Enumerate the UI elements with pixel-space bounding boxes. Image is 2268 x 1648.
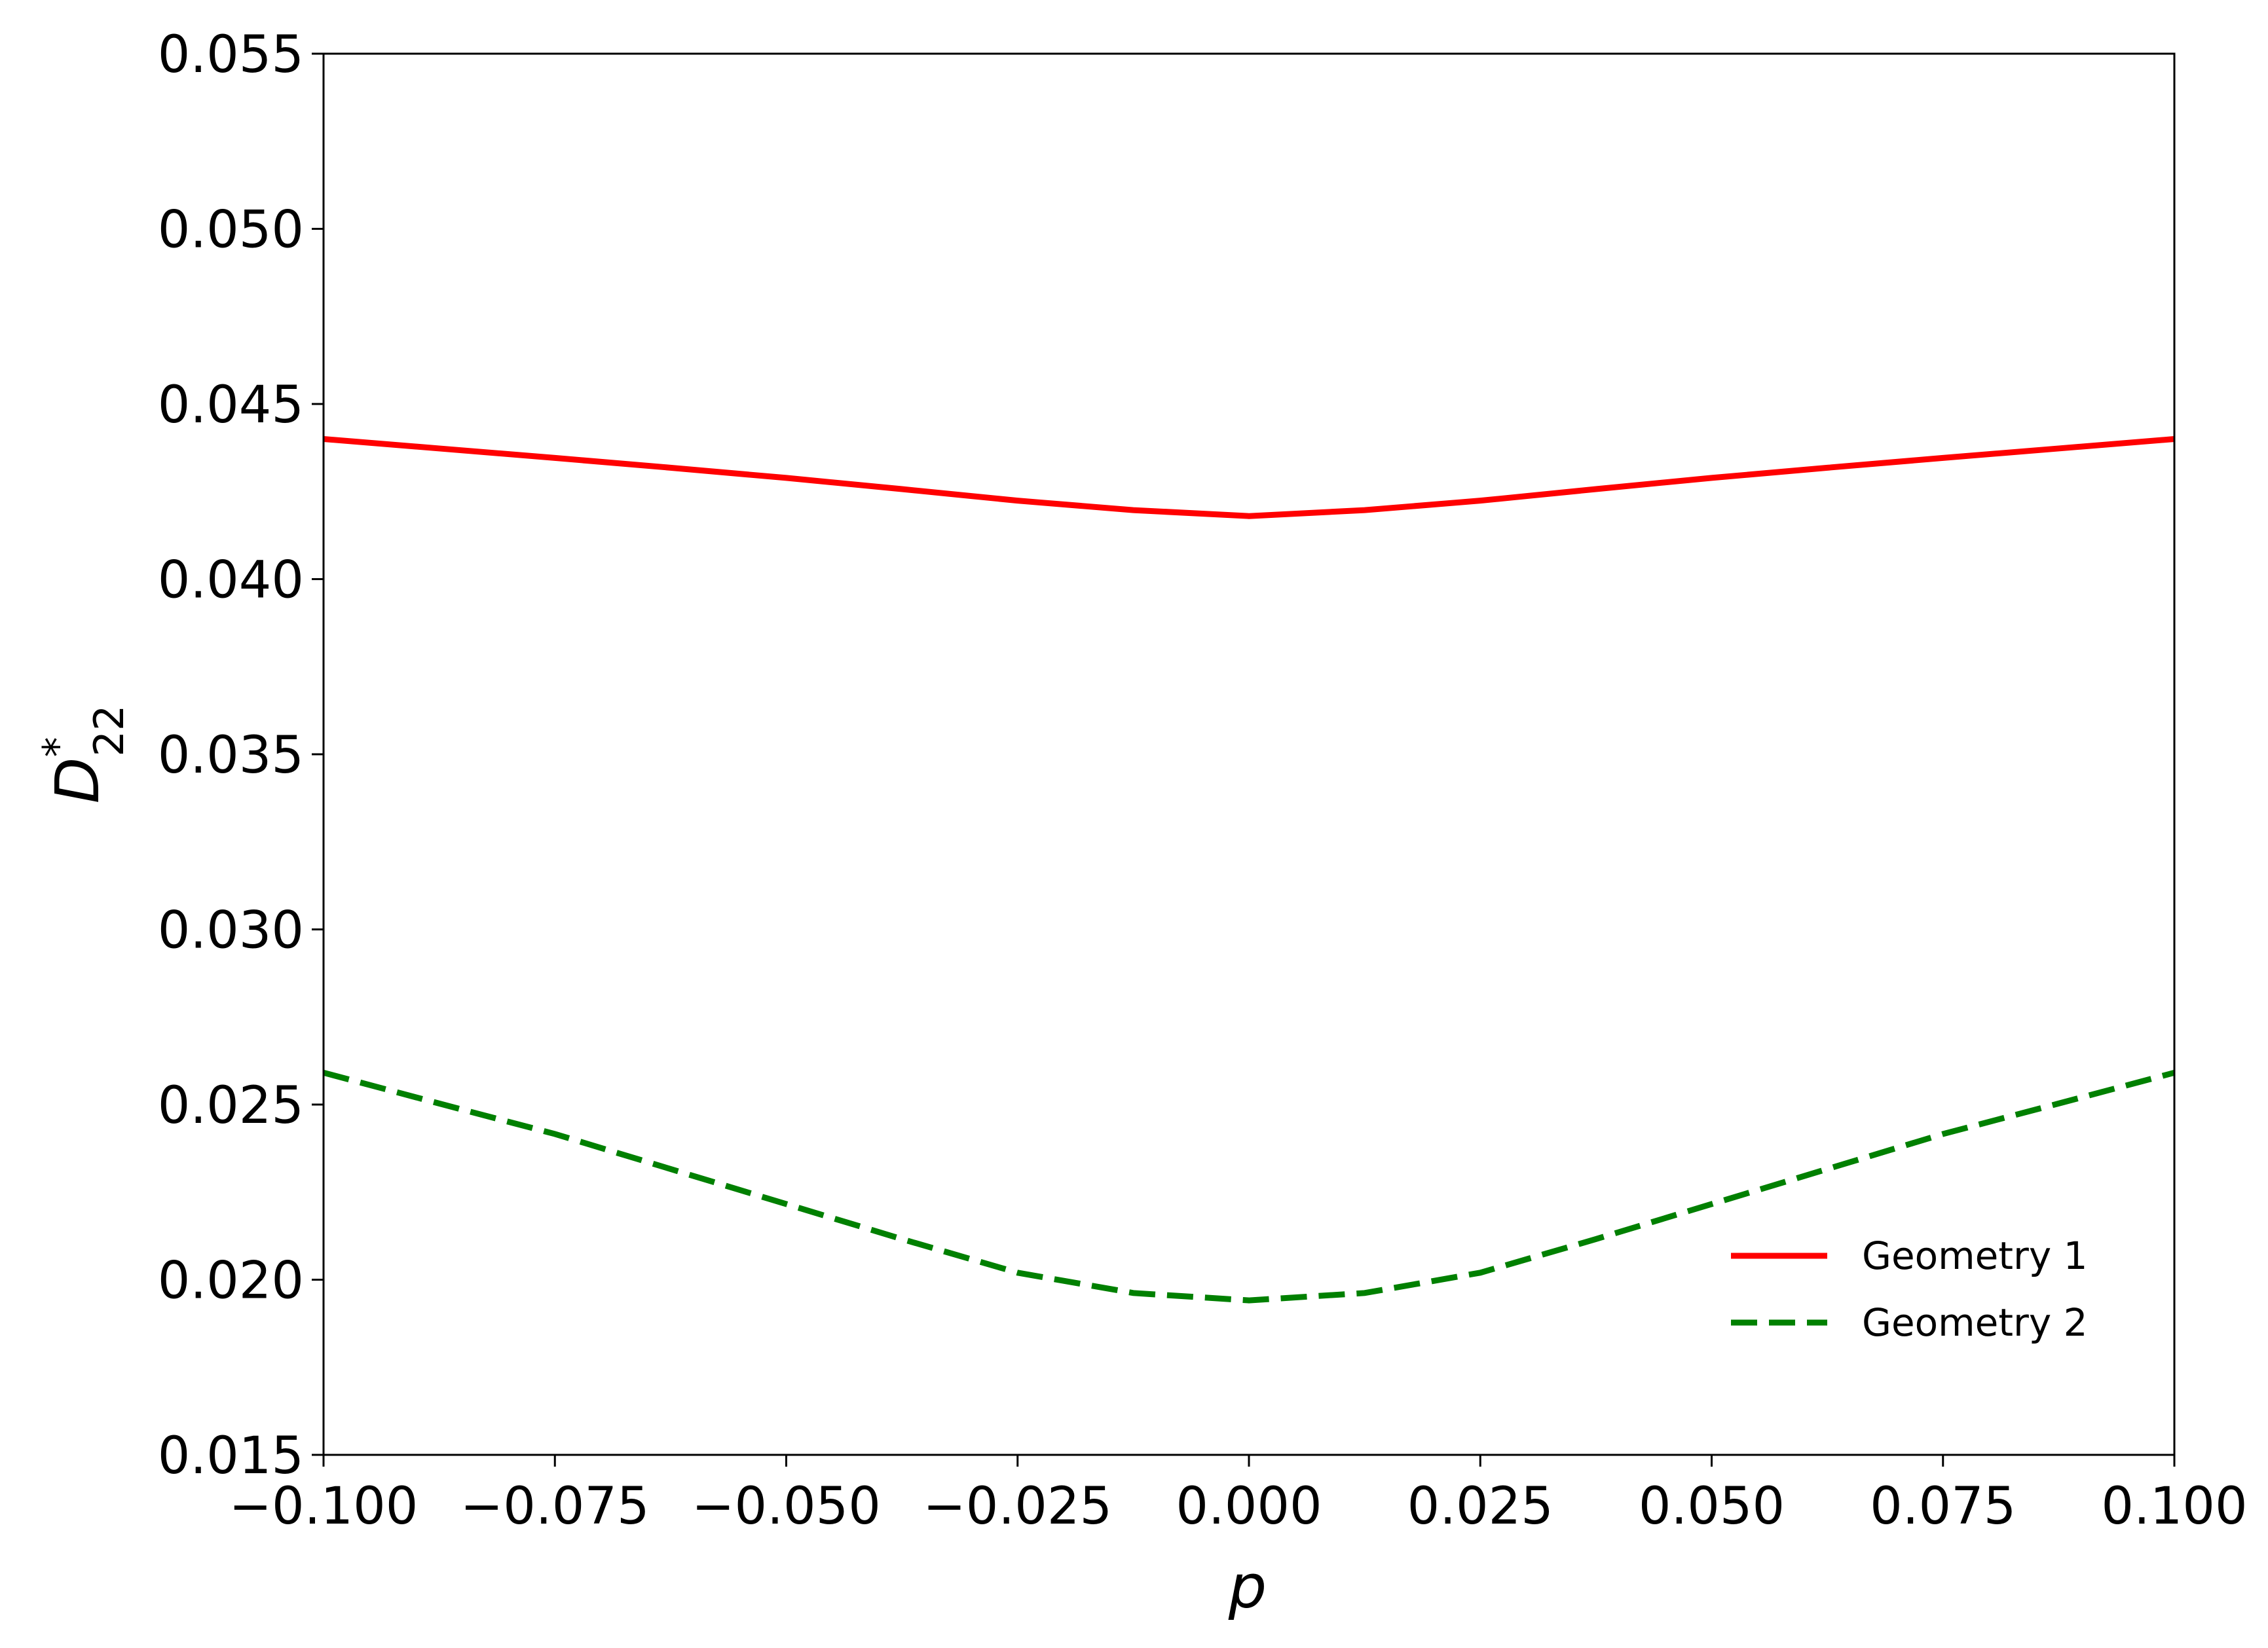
x-tick-label: 0.000	[1176, 1477, 1322, 1536]
x-tick-label: 0.075	[1870, 1477, 2016, 1536]
y-tick-label: 0.015	[158, 1427, 304, 1486]
y-tick-label: 0.025	[158, 1076, 304, 1135]
y-label-sub: 22	[85, 705, 133, 757]
y-tick-label: 0.035	[158, 726, 304, 785]
y-tick-label: 0.045	[158, 376, 304, 435]
legend-label: Geometry 2	[1862, 1300, 2088, 1345]
y-tick-label: 0.040	[158, 551, 304, 610]
y-tick-label: 0.030	[158, 902, 304, 961]
data-line	[323, 436, 2175, 519]
x-tick-label: −0.100	[229, 1477, 418, 1536]
y-label-base: D	[43, 758, 113, 804]
plot-frame	[322, 52, 2176, 1456]
y-tick-label: 0.055	[158, 26, 304, 84]
x-tick-label: 0.050	[1639, 1477, 1785, 1536]
y-axis-label: D*22	[34, 705, 133, 804]
y-tick-label: 0.020	[158, 1252, 304, 1311]
legend-label: Geometry 1	[1862, 1234, 2088, 1278]
x-axis-label: p	[1228, 1552, 1267, 1622]
y-label-sup: *	[34, 737, 82, 758]
x-tick-label: −0.050	[692, 1477, 881, 1536]
data-line	[322, 1069, 2176, 1304]
x-tick-label: 0.100	[2101, 1477, 2247, 1536]
x-tick-label: 0.025	[1407, 1477, 1553, 1536]
y-tick-label: 0.050	[158, 201, 304, 260]
x-tick-label: −0.025	[923, 1477, 1112, 1536]
x-tick-label: −0.075	[460, 1477, 650, 1536]
